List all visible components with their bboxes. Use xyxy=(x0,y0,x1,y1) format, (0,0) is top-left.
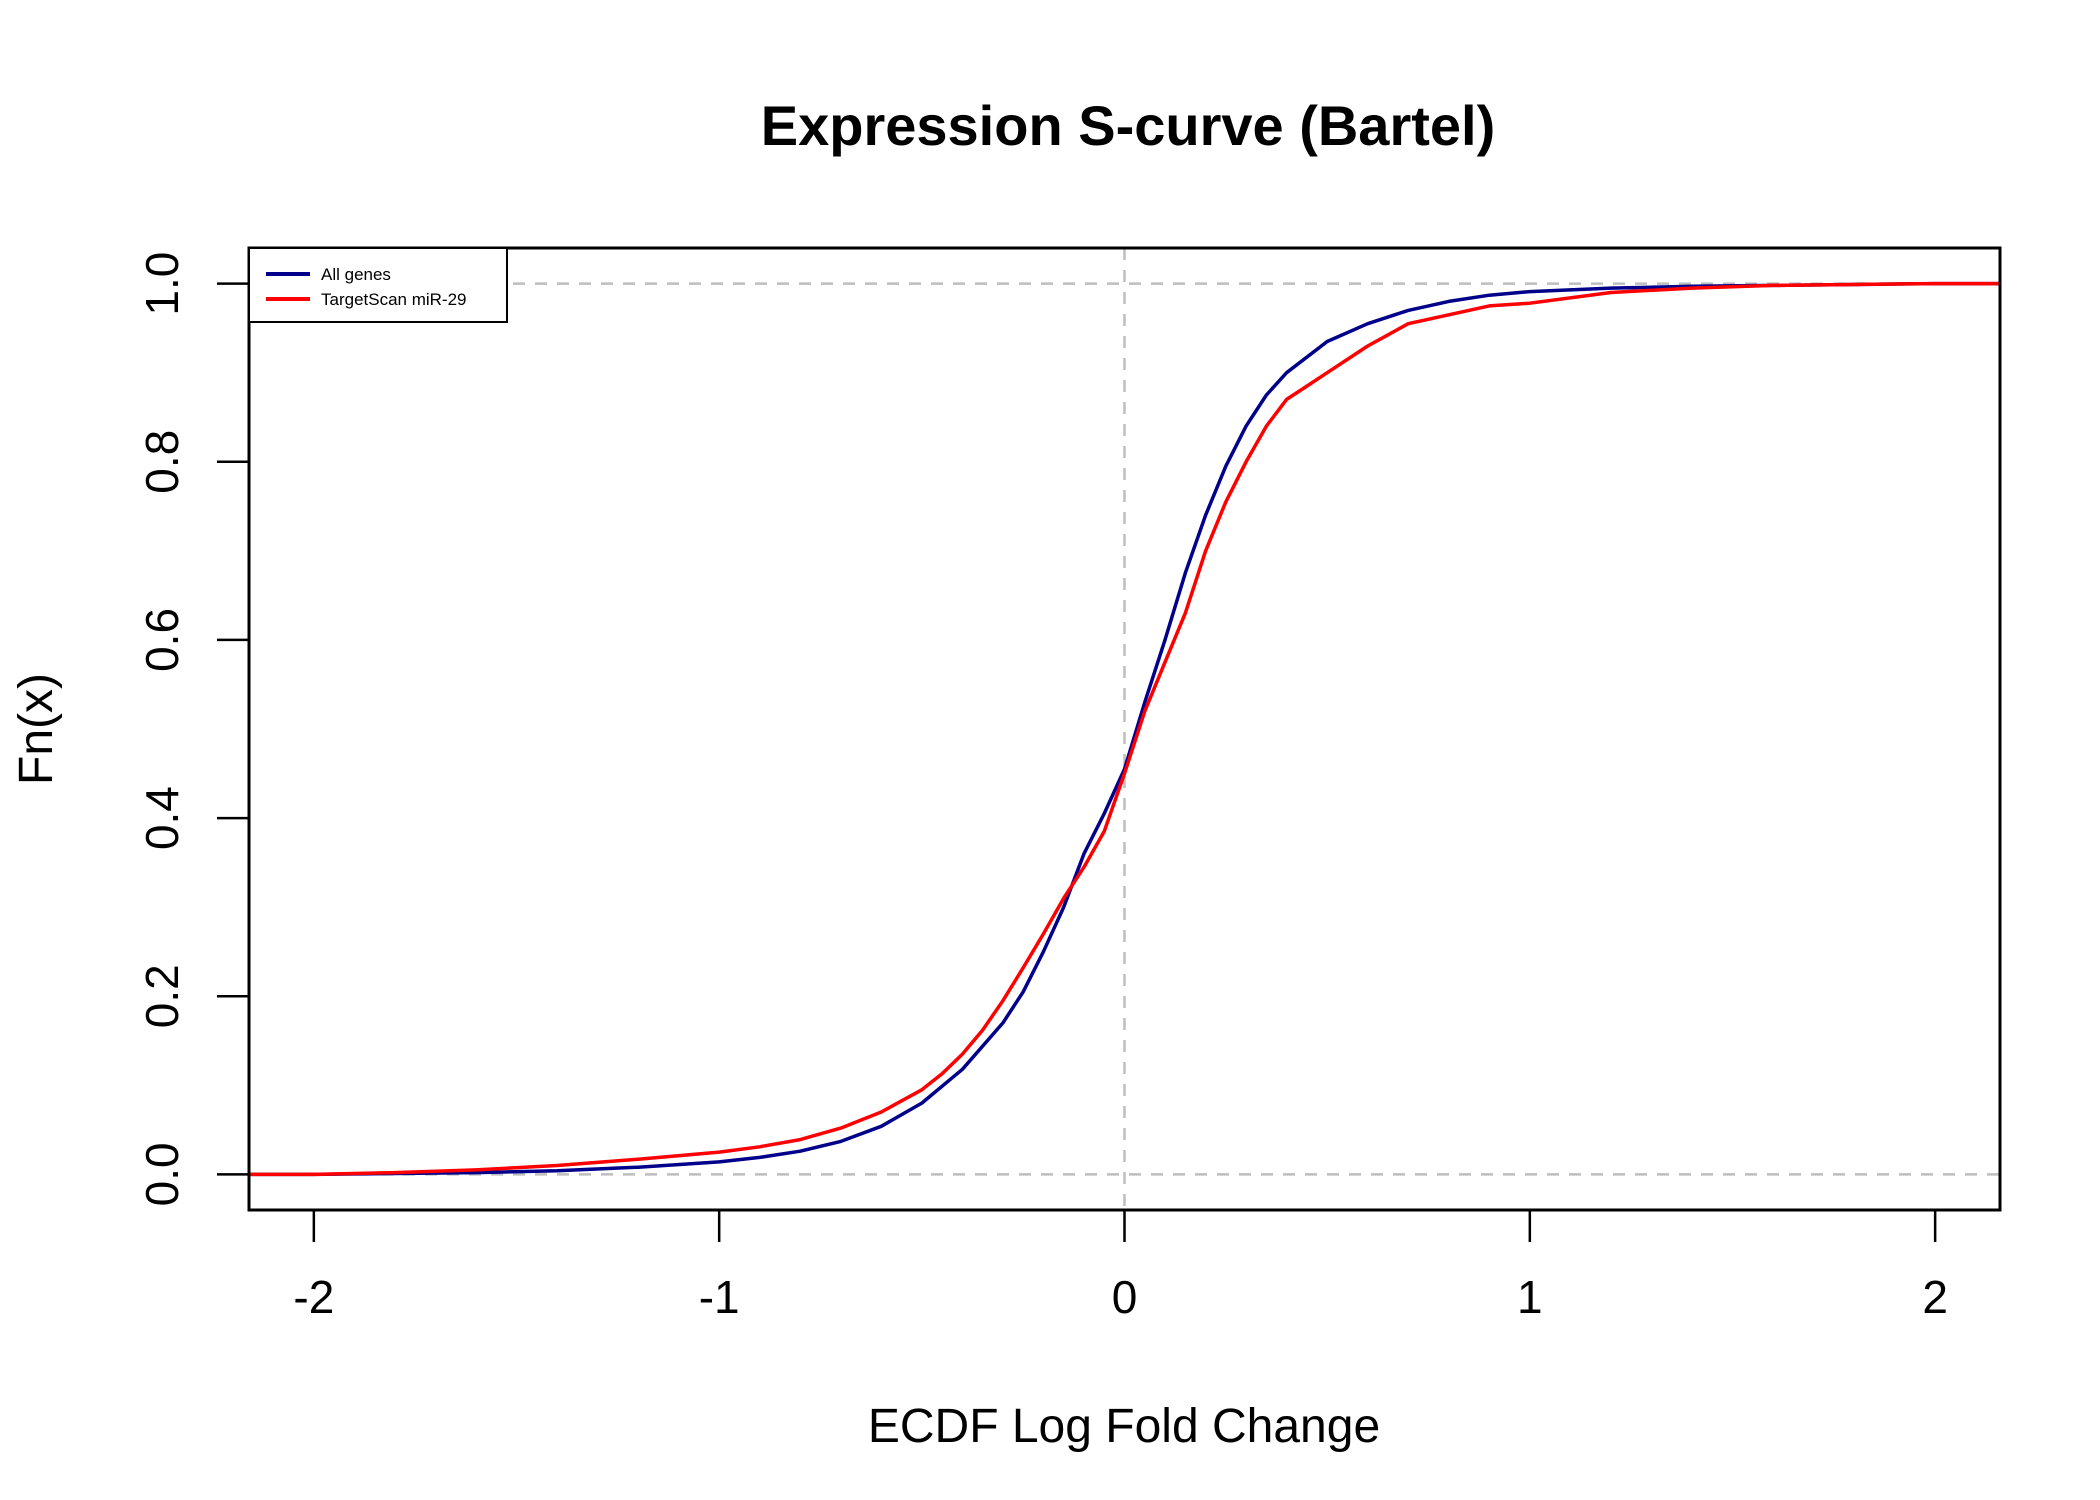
x-axis-label: ECDF Log Fold Change xyxy=(868,1400,1380,1453)
x-tick-label: -1 xyxy=(699,1271,740,1323)
legend: All genes TargetScan miR-29 xyxy=(248,247,508,323)
y-tick-label: 0.2 xyxy=(136,964,188,1028)
y-tick-label: 0.8 xyxy=(136,430,188,494)
x-axis: -2 -1 0 1 2 xyxy=(293,1208,1948,1323)
legend-label-targetscan-mir29: TargetScan miR-29 xyxy=(321,290,467,309)
series-line-targetscan-mir29 xyxy=(249,281,2000,1177)
x-tick-label: 2 xyxy=(1922,1271,1948,1323)
y-axis: 0.0 0.2 0.4 0.6 0.8 1.0 xyxy=(136,252,251,1206)
x-tick-label: -2 xyxy=(293,1271,334,1323)
legend-label-all-genes: All genes xyxy=(321,265,391,284)
y-axis-label: Fn(x) xyxy=(10,673,63,785)
reference-lines xyxy=(249,248,2000,1210)
x-tick-label: 0 xyxy=(1112,1271,1138,1323)
series-layer xyxy=(249,281,2000,1177)
x-tick-label: 1 xyxy=(1517,1271,1543,1323)
chart-title: Expression S-curve (Bartel) xyxy=(761,94,1495,157)
y-tick-label: 0.0 xyxy=(136,1142,188,1206)
y-tick-label: 0.4 xyxy=(136,786,188,850)
y-tick-label: 0.6 xyxy=(136,608,188,672)
y-tick-label: 1.0 xyxy=(136,252,188,316)
series-line-all-genes xyxy=(249,281,2000,1177)
legend-box xyxy=(248,247,508,323)
